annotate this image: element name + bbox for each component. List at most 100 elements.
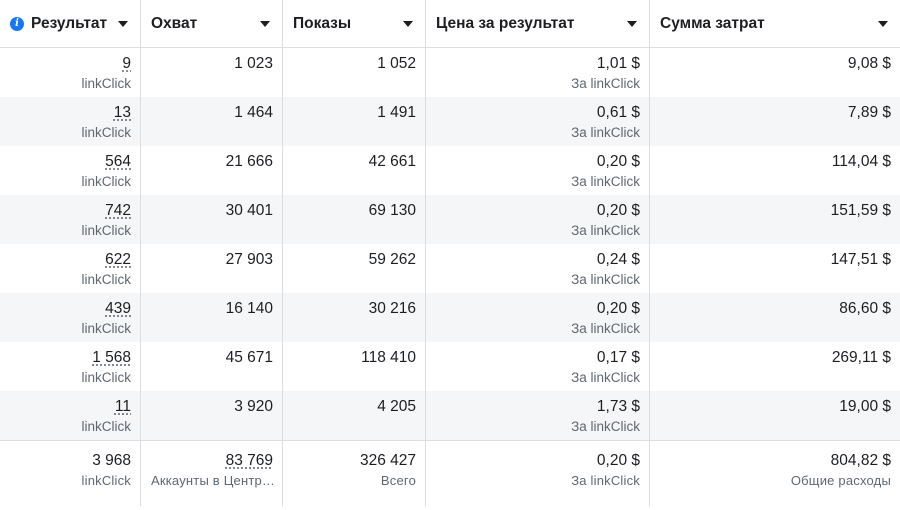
column-header-impressions[interactable]: Показы (283, 0, 426, 47)
cpr-type: За linkClick (571, 174, 640, 189)
table-row: 564 linkClick 21 666 42 661 0,20 $ За linkCli… (0, 146, 900, 195)
result-cell: 439 linkClick (0, 293, 141, 342)
column-label: Результат (31, 14, 108, 32)
totals-row: 3 968 linkClick 83 769 Аккаунты в Центр…… (0, 440, 900, 506)
total-spend-value: 804,82 $ (830, 452, 891, 469)
result-cell: 742 linkClick (0, 195, 141, 244)
reach-value: 1 023 (234, 55, 273, 72)
result-value[interactable]: 622 (105, 251, 131, 268)
table-row: 13 linkClick 1 464 1 491 0,61 $ За linkClick 7… (0, 97, 900, 146)
cpr-value: 0,24 $ (596, 251, 640, 268)
result-type: linkClick (81, 419, 131, 434)
impressions-value: 1 491 (377, 104, 416, 121)
impressions-cell: 4 205 (283, 391, 426, 440)
cpr-type: За linkClick (571, 370, 640, 385)
cpr-value: 0,20 $ (596, 202, 640, 219)
column-label: Охват (151, 14, 198, 32)
spend-cell: 114,04 $ (650, 146, 900, 195)
impressions-cell: 59 262 (283, 244, 426, 293)
cpr-value: 1,01 $ (596, 55, 640, 72)
impressions-cell: 30 216 (283, 293, 426, 342)
reach-value: 27 903 (225, 251, 273, 268)
reach-cell: 1 464 (141, 97, 283, 146)
impressions-cell: 69 130 (283, 195, 426, 244)
impressions-value: 118 410 (361, 349, 416, 366)
total-reach-label: Аккаунты в Центр… (151, 473, 273, 488)
reach-value: 1 464 (234, 104, 273, 121)
caret-down-icon[interactable] (260, 20, 270, 27)
spend-value: 151,59 $ (830, 202, 891, 219)
reach-value: 45 671 (225, 349, 273, 366)
reach-cell: 16 140 (141, 293, 283, 342)
result-type: linkClick (81, 223, 131, 238)
result-type: linkClick (81, 76, 131, 91)
cpr-value: 0,17 $ (596, 349, 640, 366)
caret-down-icon[interactable] (118, 20, 128, 27)
impressions-cell: 1 491 (283, 97, 426, 146)
total-cpr-label: За linkClick (571, 473, 640, 488)
total-spend-cell: 804,82 $ Общие расходы (650, 441, 900, 506)
table-header: i Результат Охват Показы Цена за результа… (0, 0, 900, 48)
cpr-value: 1,73 $ (596, 398, 640, 415)
column-label: Сумма затрат (660, 14, 765, 32)
column-label: Показы (293, 14, 352, 32)
reach-value: 3 920 (234, 398, 273, 415)
cpr-type: За linkClick (571, 321, 640, 336)
cpr-type: За linkClick (571, 125, 640, 140)
spend-value: 9,08 $ (847, 55, 891, 72)
reach-cell: 1 023 (141, 48, 283, 97)
cpr-cell: 0,24 $ За linkClick (426, 244, 650, 293)
table-body: 9 linkClick 1 023 1 052 1,01 $ За linkClick 9,… (0, 48, 900, 440)
reach-cell: 30 401 (141, 195, 283, 244)
impressions-value: 59 262 (368, 251, 416, 268)
info-icon[interactable]: i (10, 16, 24, 31)
result-value[interactable]: 742 (105, 202, 131, 219)
result-value[interactable]: 9 (122, 55, 131, 72)
result-value[interactable]: 1 568 (92, 349, 131, 366)
cpr-type: За linkClick (571, 272, 640, 287)
total-impressions-label: Всего (380, 473, 416, 488)
cpr-cell: 0,20 $ За linkClick (426, 293, 650, 342)
result-type: linkClick (81, 370, 131, 385)
result-type: linkClick (81, 174, 131, 189)
total-reach-cell: 83 769 Аккаунты в Центр… (141, 441, 283, 506)
spend-cell: 147,51 $ (650, 244, 900, 293)
result-cell: 564 linkClick (0, 146, 141, 195)
impressions-value: 42 661 (368, 153, 416, 170)
cpr-type: За linkClick (571, 76, 640, 91)
total-reach-value[interactable]: 83 769 (225, 452, 273, 469)
result-value[interactable]: 564 (105, 153, 131, 170)
table-row: 439 linkClick 16 140 30 216 0,20 $ За linkCli… (0, 293, 900, 342)
caret-down-icon[interactable] (403, 20, 413, 27)
column-header-reach[interactable]: Охват (141, 0, 283, 47)
cpr-value: 0,20 $ (596, 153, 640, 170)
column-header-result[interactable]: i Результат (0, 0, 141, 47)
impressions-cell: 1 052 (283, 48, 426, 97)
column-label: Цена за результат (436, 14, 575, 32)
spend-value: 7,89 $ (847, 104, 891, 121)
column-header-cost-per-result[interactable]: Цена за результат (426, 0, 650, 47)
caret-down-icon[interactable] (878, 20, 888, 27)
table-row: 622 linkClick 27 903 59 262 0,24 $ За linkCli… (0, 244, 900, 293)
table-row: 9 linkClick 1 023 1 052 1,01 $ За linkClick 9,… (0, 48, 900, 97)
spend-value: 269,11 $ (831, 349, 891, 366)
reach-cell: 3 920 (141, 391, 283, 440)
result-type: linkClick (81, 125, 131, 140)
spend-cell: 151,59 $ (650, 195, 900, 244)
column-header-amount-spent[interactable]: Сумма затрат (650, 0, 900, 47)
cpr-cell: 1,73 $ За linkClick (426, 391, 650, 440)
result-value[interactable]: 439 (105, 300, 131, 317)
result-cell: 9 linkClick (0, 48, 141, 97)
table-row: 11 linkClick 3 920 4 205 1,73 $ За linkClick 1… (0, 391, 900, 440)
cpr-value: 0,61 $ (596, 104, 640, 121)
caret-down-icon[interactable] (627, 20, 637, 27)
result-value[interactable]: 13 (113, 104, 131, 121)
reach-cell: 21 666 (141, 146, 283, 195)
cpr-cell: 1,01 $ За linkClick (426, 48, 650, 97)
spend-cell: 9,08 $ (650, 48, 900, 97)
reach-value: 30 401 (225, 202, 273, 219)
result-value[interactable]: 11 (114, 398, 131, 415)
cpr-cell: 0,20 $ За linkClick (426, 146, 650, 195)
cpr-type: За linkClick (571, 419, 640, 434)
